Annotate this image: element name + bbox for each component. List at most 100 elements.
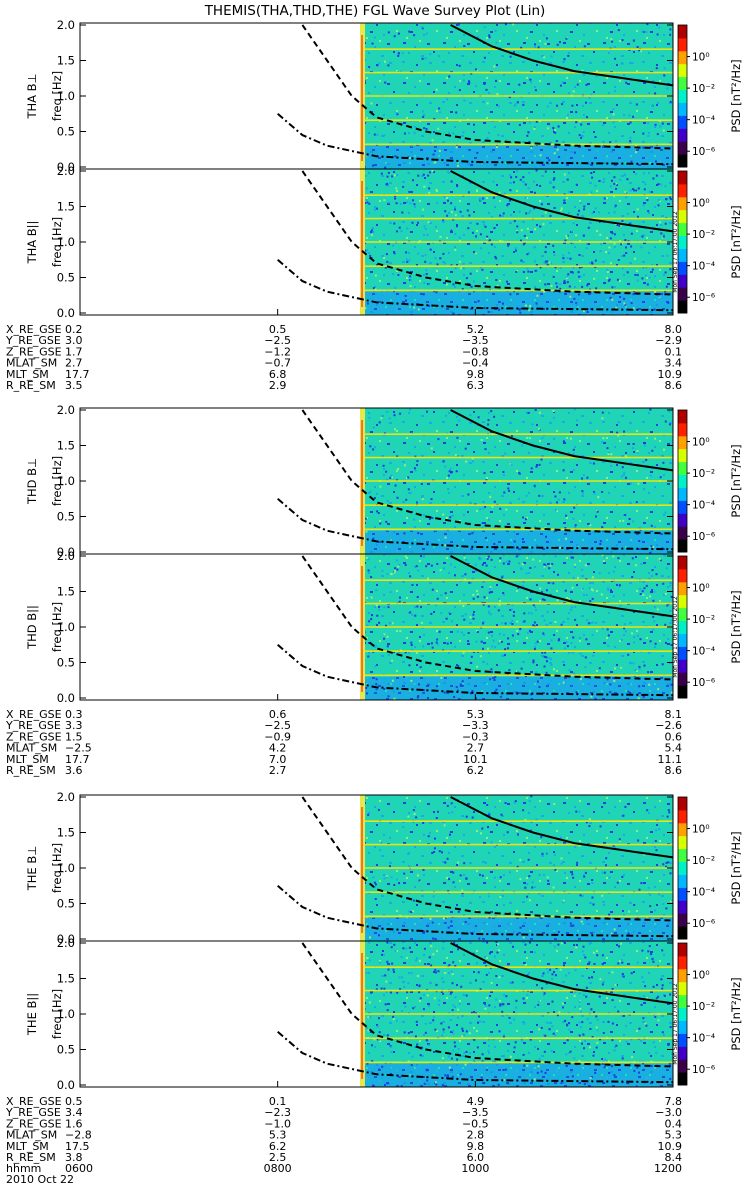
ephemeris-value: −2.9 <box>655 334 682 347</box>
y-tick-label: 2.0 <box>57 403 75 417</box>
y-tick-label: 2.0 <box>57 790 75 804</box>
y-tick-label: 0.0 <box>57 306 75 320</box>
colorbar-tick-label: 10⁻² <box>692 468 715 480</box>
colorbar-tick-label: 10⁰ <box>692 583 710 595</box>
panel-ylabel: THD B⊥ <box>25 458 39 505</box>
colorbar-tick-label: 10⁻² <box>692 1001 715 1013</box>
colorbar-tick-label: 10⁻⁴ <box>692 646 715 658</box>
ephemeris-value: 11.1 <box>658 753 683 766</box>
curve-solid <box>450 555 674 618</box>
ephemeris-value: 5.3 <box>269 1129 287 1142</box>
colorbar-segment <box>678 926 687 940</box>
ephemeris-value: 1.5 <box>65 730 83 743</box>
colorbar-segment <box>678 887 687 901</box>
ephemeris-row-label: X_RE_GSE <box>6 708 62 721</box>
ephemeris-row-label: MLT_SM <box>6 753 49 766</box>
low-frequency-region <box>360 917 673 941</box>
curve-solid <box>450 796 674 859</box>
y-tick-label: 1.5 <box>57 826 75 840</box>
colorbar-segment <box>678 539 687 553</box>
colorbar-segment <box>678 943 687 957</box>
colorbar-segment <box>678 620 687 634</box>
ephemeris-value: −0.4 <box>462 357 489 370</box>
y-tick-label: 2.0 <box>57 936 75 950</box>
y-tick-label: 2.0 <box>57 164 75 178</box>
curve-dash-dot <box>277 113 674 166</box>
speckle-layer <box>360 554 673 700</box>
colorbar-tick-label: 10⁰ <box>692 437 710 449</box>
ephemeris-value: 8.1 <box>665 708 683 721</box>
ephemeris-value: 0.3 <box>65 708 83 721</box>
colorbar-label: PSD [nT²/Hz] <box>729 977 743 1050</box>
ephemeris-value: −0.5 <box>462 1117 489 1130</box>
y-tick-label: 2.0 <box>57 549 75 563</box>
ephemeris-value: 1.6 <box>65 1117 83 1130</box>
colorbar-segment <box>678 461 687 475</box>
ephemeris-row-label: R_RE_SM <box>6 764 56 777</box>
colorbar-segment <box>678 37 687 52</box>
colorbar-tick-label: 10⁻⁶ <box>692 146 715 158</box>
low-frequency-region <box>360 1063 673 1087</box>
curve-solid <box>450 409 674 472</box>
y-tick-label: 0.5 <box>57 897 75 911</box>
ephemeris-value: −0.7 <box>264 357 291 370</box>
ephemeris-value: 17.7 <box>65 368 90 381</box>
curve-dashed <box>301 555 674 681</box>
ephemeris-value: 5.4 <box>665 742 683 755</box>
colorbar-segment <box>678 646 687 660</box>
colorbar-tick-label: 10⁻⁶ <box>692 292 715 304</box>
colorbar-segment <box>678 672 687 686</box>
ephemeris-value: 2.7 <box>269 764 287 777</box>
colorbar-frame <box>677 942 688 1086</box>
colorbar-segment <box>678 809 687 824</box>
ephemeris-value: 9.8 <box>467 1140 485 1153</box>
colorbar-segment <box>678 235 687 249</box>
y-tick-label: 1.5 <box>57 54 75 68</box>
ephemeris-value: 10.1 <box>463 753 488 766</box>
spectrogram-panel-thd-bperp: 0.0 0.5 1.0 1.5 2.0 freq [Hz] THD B⊥ 10⁰ 10⁻² 10⁻… <box>25 403 743 559</box>
time-tick-label: 0600 <box>65 1162 93 1175</box>
colorbar-segment <box>678 968 687 983</box>
ephemeris-row-label: MLAT_SM <box>6 742 57 755</box>
ephemeris-value: 8.6 <box>665 764 683 777</box>
y-tick-label: 1.0 <box>57 861 75 875</box>
colorbar-segment <box>678 685 687 699</box>
ephemeris-table-the: X_RE_GSE 0.5 0.1 4.9 7.8Y_RE_GSE 3.4 −2.3 −3.5−… <box>5 1095 682 1164</box>
ephemeris-value: −3.5 <box>462 1106 489 1119</box>
colorbar-tick-label: 10⁻⁴ <box>692 1033 715 1045</box>
freq-axis-label: freq [Hz] <box>50 843 64 893</box>
colorbar-segment <box>678 422 687 437</box>
ephemeris-value: 2.7 <box>65 357 83 370</box>
ephemeris-row-label: MLT_SM <box>6 368 49 381</box>
colorbar-segment <box>678 141 687 155</box>
ephemeris-value: −2.5 <box>264 334 291 347</box>
y-tick-label: 0.5 <box>57 656 75 670</box>
colorbar-segment <box>678 209 687 224</box>
colorbar-segment <box>678 835 687 850</box>
ephemeris-value: 17.5 <box>65 1140 90 1153</box>
ephemeris-value: 6.2 <box>467 764 485 777</box>
curve-dash-dot <box>277 885 674 938</box>
curve-dashed <box>301 796 674 922</box>
colorbar: 10⁰ 10⁻² 10⁻⁴ 10⁻⁶ PSD [nT²/Hz] <box>677 796 743 940</box>
curve-dash-dot <box>277 259 674 312</box>
y-tick-label: 1.0 <box>57 89 75 103</box>
ephemeris-value: −3.5 <box>462 334 489 347</box>
curve-solid <box>450 942 674 1005</box>
y-tick-label: 1.5 <box>57 439 75 453</box>
colorbar-segment <box>678 171 687 185</box>
colorbar-frame <box>677 24 688 168</box>
colorbar-segment <box>678 874 687 888</box>
y-tick-label: 1.0 <box>57 620 75 634</box>
ephemeris-value: −2.5 <box>264 719 291 732</box>
y-tick-label: 0.5 <box>57 125 75 139</box>
colorbar-tick-label: 10⁻² <box>692 855 715 867</box>
ephemeris-value: −0.3 <box>462 730 489 743</box>
ephemeris-value: 9.8 <box>467 368 485 381</box>
ephemeris-value: 0.6 <box>665 730 683 743</box>
colorbar-tick-label: 10⁰ <box>692 824 710 836</box>
colorbar-frame <box>677 555 688 699</box>
colorbar: 10⁰ 10⁻² 10⁻⁴ 10⁻⁶ PSD [nT²/Hz] <box>677 555 743 699</box>
ephemeris-row-label: R_RE_SM <box>6 379 56 392</box>
